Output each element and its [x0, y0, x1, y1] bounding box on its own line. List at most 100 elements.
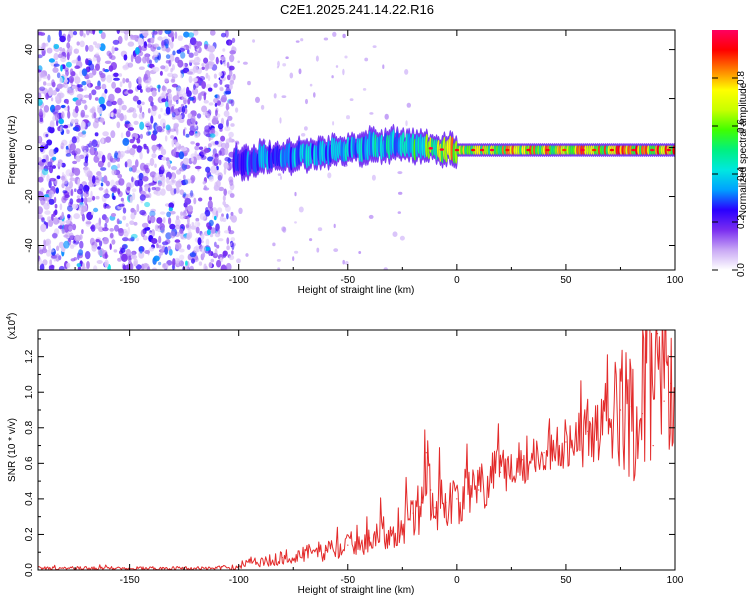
noise-cell — [151, 238, 158, 244]
noise-cell — [151, 31, 158, 36]
noise-cell — [40, 72, 46, 78]
noise-cell — [52, 67, 59, 73]
noise-cell — [139, 30, 143, 33]
noise-cell — [123, 54, 128, 61]
noise-cell — [81, 213, 85, 222]
noise-cell — [153, 255, 160, 262]
noise-cell — [149, 215, 156, 224]
noise-cell — [66, 42, 71, 49]
noise-cell — [54, 209, 58, 216]
noise-cell — [158, 235, 162, 244]
noise-cell — [48, 148, 55, 157]
noise-cell — [176, 99, 179, 105]
noise-cell — [121, 104, 127, 111]
noise-cell — [96, 150, 104, 159]
noise-cell — [47, 73, 51, 81]
noise-cell — [167, 88, 172, 94]
noise-cell — [186, 118, 191, 126]
noise-cell — [110, 130, 116, 139]
noise-cell — [162, 217, 166, 224]
noise-cell — [108, 112, 113, 117]
noise-cell — [159, 70, 163, 76]
noise-cell — [118, 104, 123, 111]
noise-cell — [116, 30, 121, 34]
snr-x-label: Height of straight line (km) — [298, 585, 415, 596]
noise-cell — [187, 32, 195, 38]
noise-cell — [137, 37, 144, 46]
noise-cell — [153, 129, 158, 136]
noise-cell — [122, 237, 129, 242]
snr-y-multiplier-base: (x10 — [7, 319, 18, 339]
noise-cell — [136, 203, 140, 213]
noise-cell — [56, 163, 63, 167]
noise-cell — [111, 46, 115, 54]
noise-cell — [55, 253, 60, 262]
noise-cell — [160, 164, 165, 171]
snr-y-multiplier-exp: 4 — [6, 316, 13, 320]
signal-peak — [631, 148, 636, 152]
noise-cell — [309, 238, 313, 242]
noise-cell — [85, 221, 92, 225]
noise-cell — [72, 30, 78, 36]
noise-cell — [192, 88, 199, 95]
noise-cell — [159, 118, 167, 127]
noise-cell — [169, 53, 175, 62]
noise-cell — [193, 197, 197, 205]
noise-cell — [39, 145, 44, 153]
snr-x-ticks: -150 -100 -50 0 50 100 — [74, 330, 684, 586]
noise-cell — [255, 96, 260, 103]
noise-cell — [89, 237, 95, 246]
noise-cell — [196, 56, 199, 61]
noise-cell — [382, 64, 385, 69]
noise-cell — [101, 137, 105, 145]
noise-cell — [110, 164, 118, 171]
noise-cell — [405, 120, 408, 127]
noise-cell — [86, 261, 90, 269]
noise-cell — [100, 167, 107, 171]
noise-cell — [260, 104, 265, 110]
noise-cell — [332, 31, 337, 37]
noise-cell — [68, 201, 73, 208]
noise-cell — [223, 110, 230, 117]
noise-cell — [89, 140, 93, 148]
noise-cell — [173, 139, 177, 144]
noise-cell — [38, 98, 43, 106]
noise-cell — [108, 52, 113, 59]
noise-cell — [83, 197, 88, 205]
noise-cell — [229, 215, 235, 220]
noise-cell — [127, 127, 134, 131]
noise-cell — [188, 52, 194, 58]
signal-peak — [439, 148, 444, 151]
noise-cell — [134, 55, 142, 64]
noise-cell — [72, 203, 79, 210]
noise-cell — [175, 242, 182, 250]
noise-cell — [186, 244, 191, 250]
noise-cell — [144, 121, 151, 127]
noise-cell — [75, 105, 79, 114]
noise-cell — [78, 249, 84, 256]
noise-cell — [78, 204, 82, 212]
noise-cell — [181, 96, 188, 100]
noise-cell — [76, 188, 83, 195]
noise-cell — [45, 238, 52, 246]
colorbar-tick-label: 0.6 — [736, 119, 747, 133]
spectrogram-y-ticks: -40 -20 0 20 40 — [24, 44, 675, 253]
noise-cell — [181, 146, 186, 152]
noise-cell — [61, 183, 65, 189]
noise-cell — [96, 260, 103, 264]
noise-cell — [209, 133, 216, 138]
noise-cell — [83, 166, 91, 175]
snr-y-tick-label: 0.6 — [24, 456, 35, 470]
noise-cell — [77, 55, 81, 62]
noise-cell — [88, 63, 95, 71]
colorbar-tick-label: 0.2 — [736, 215, 747, 229]
noise-cell — [228, 70, 233, 77]
noise-cell — [214, 232, 221, 238]
noise-cell — [191, 157, 194, 162]
noise-cell — [194, 150, 197, 157]
noise-cell — [200, 149, 207, 156]
noise-cell — [358, 251, 362, 254]
noise-cell — [282, 226, 287, 233]
signal-peak — [580, 148, 585, 152]
noise-cell — [230, 211, 234, 217]
